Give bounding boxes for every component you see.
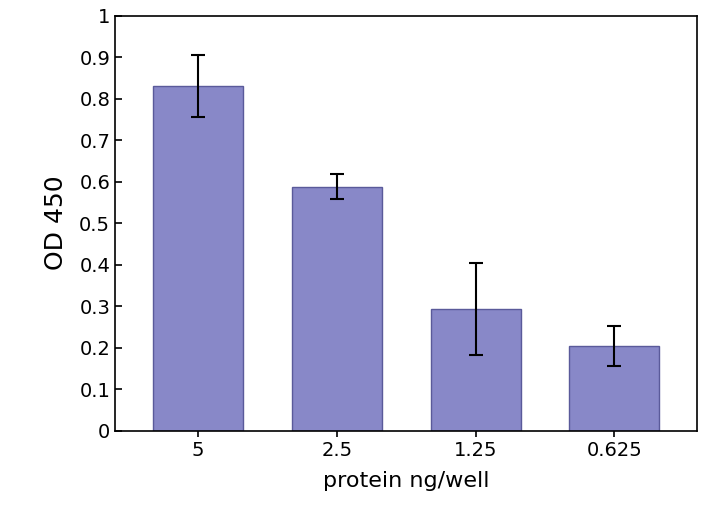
Bar <box>431 309 521 430</box>
Bar <box>569 346 659 430</box>
Bar <box>292 186 382 430</box>
Bar <box>153 86 243 430</box>
X-axis label: protein ng/well: protein ng/well <box>323 471 490 491</box>
Y-axis label: OD 450: OD 450 <box>44 176 68 270</box>
